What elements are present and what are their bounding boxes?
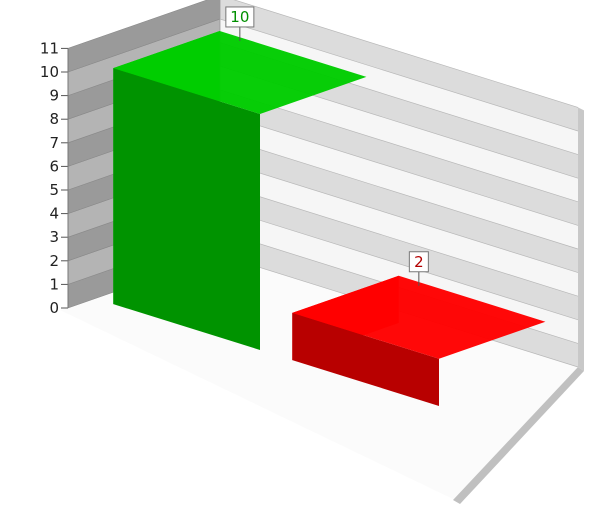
gridline (219, 136, 579, 250)
back-wall-band (220, 66, 578, 202)
bar-top-face (292, 275, 546, 359)
bar-top-face (113, 31, 367, 114)
y-tick-label: 10 (40, 63, 59, 81)
y-tick-label: 8 (49, 110, 59, 128)
y-tick-label: 6 (49, 157, 59, 175)
chart-bars (113, 31, 546, 406)
gridline (219, 18, 579, 132)
y-tick-label: 0 (49, 299, 59, 317)
y-tick-label: 4 (49, 205, 59, 223)
bar-2 (292, 275, 546, 406)
bar-1 (113, 31, 367, 350)
right-wall-edge (578, 107, 584, 372)
back-wall-band (220, 0, 578, 131)
bar-front-face (292, 312, 439, 406)
gridline (219, 89, 579, 203)
y-tick-label: 2 (49, 252, 59, 270)
data-label-box (408, 251, 429, 273)
y-tick-label: 5 (49, 181, 59, 199)
y-axis: 0 1 2 3 4 5 6 7 8 9 10 11 (40, 39, 69, 317)
y-tick-label: 9 (49, 87, 59, 105)
gridline (219, 207, 579, 321)
bar-front-face (113, 68, 260, 350)
y-tick-label: 11 (40, 39, 59, 57)
gridline (219, 113, 579, 226)
data-label: 2 (414, 253, 424, 271)
y-tick-label: 3 (49, 228, 59, 246)
back-wall-band (220, 184, 578, 320)
gridline (219, 183, 579, 297)
y-tick-label: 7 (49, 134, 59, 152)
back-wall-band (220, 89, 578, 226)
floor-edge (453, 367, 584, 504)
data-labels: 10 2 (225, 6, 429, 286)
data-label-box (225, 6, 255, 28)
back-wall-band (220, 19, 578, 155)
back-wall-band (220, 160, 578, 297)
back-wall-band (220, 113, 578, 250)
back-wall-band (220, 137, 578, 273)
data-label: 10 (230, 8, 249, 26)
y-tick-label: 1 (49, 275, 59, 293)
gridline (219, 160, 579, 273)
gridline (233, 0, 579, 108)
